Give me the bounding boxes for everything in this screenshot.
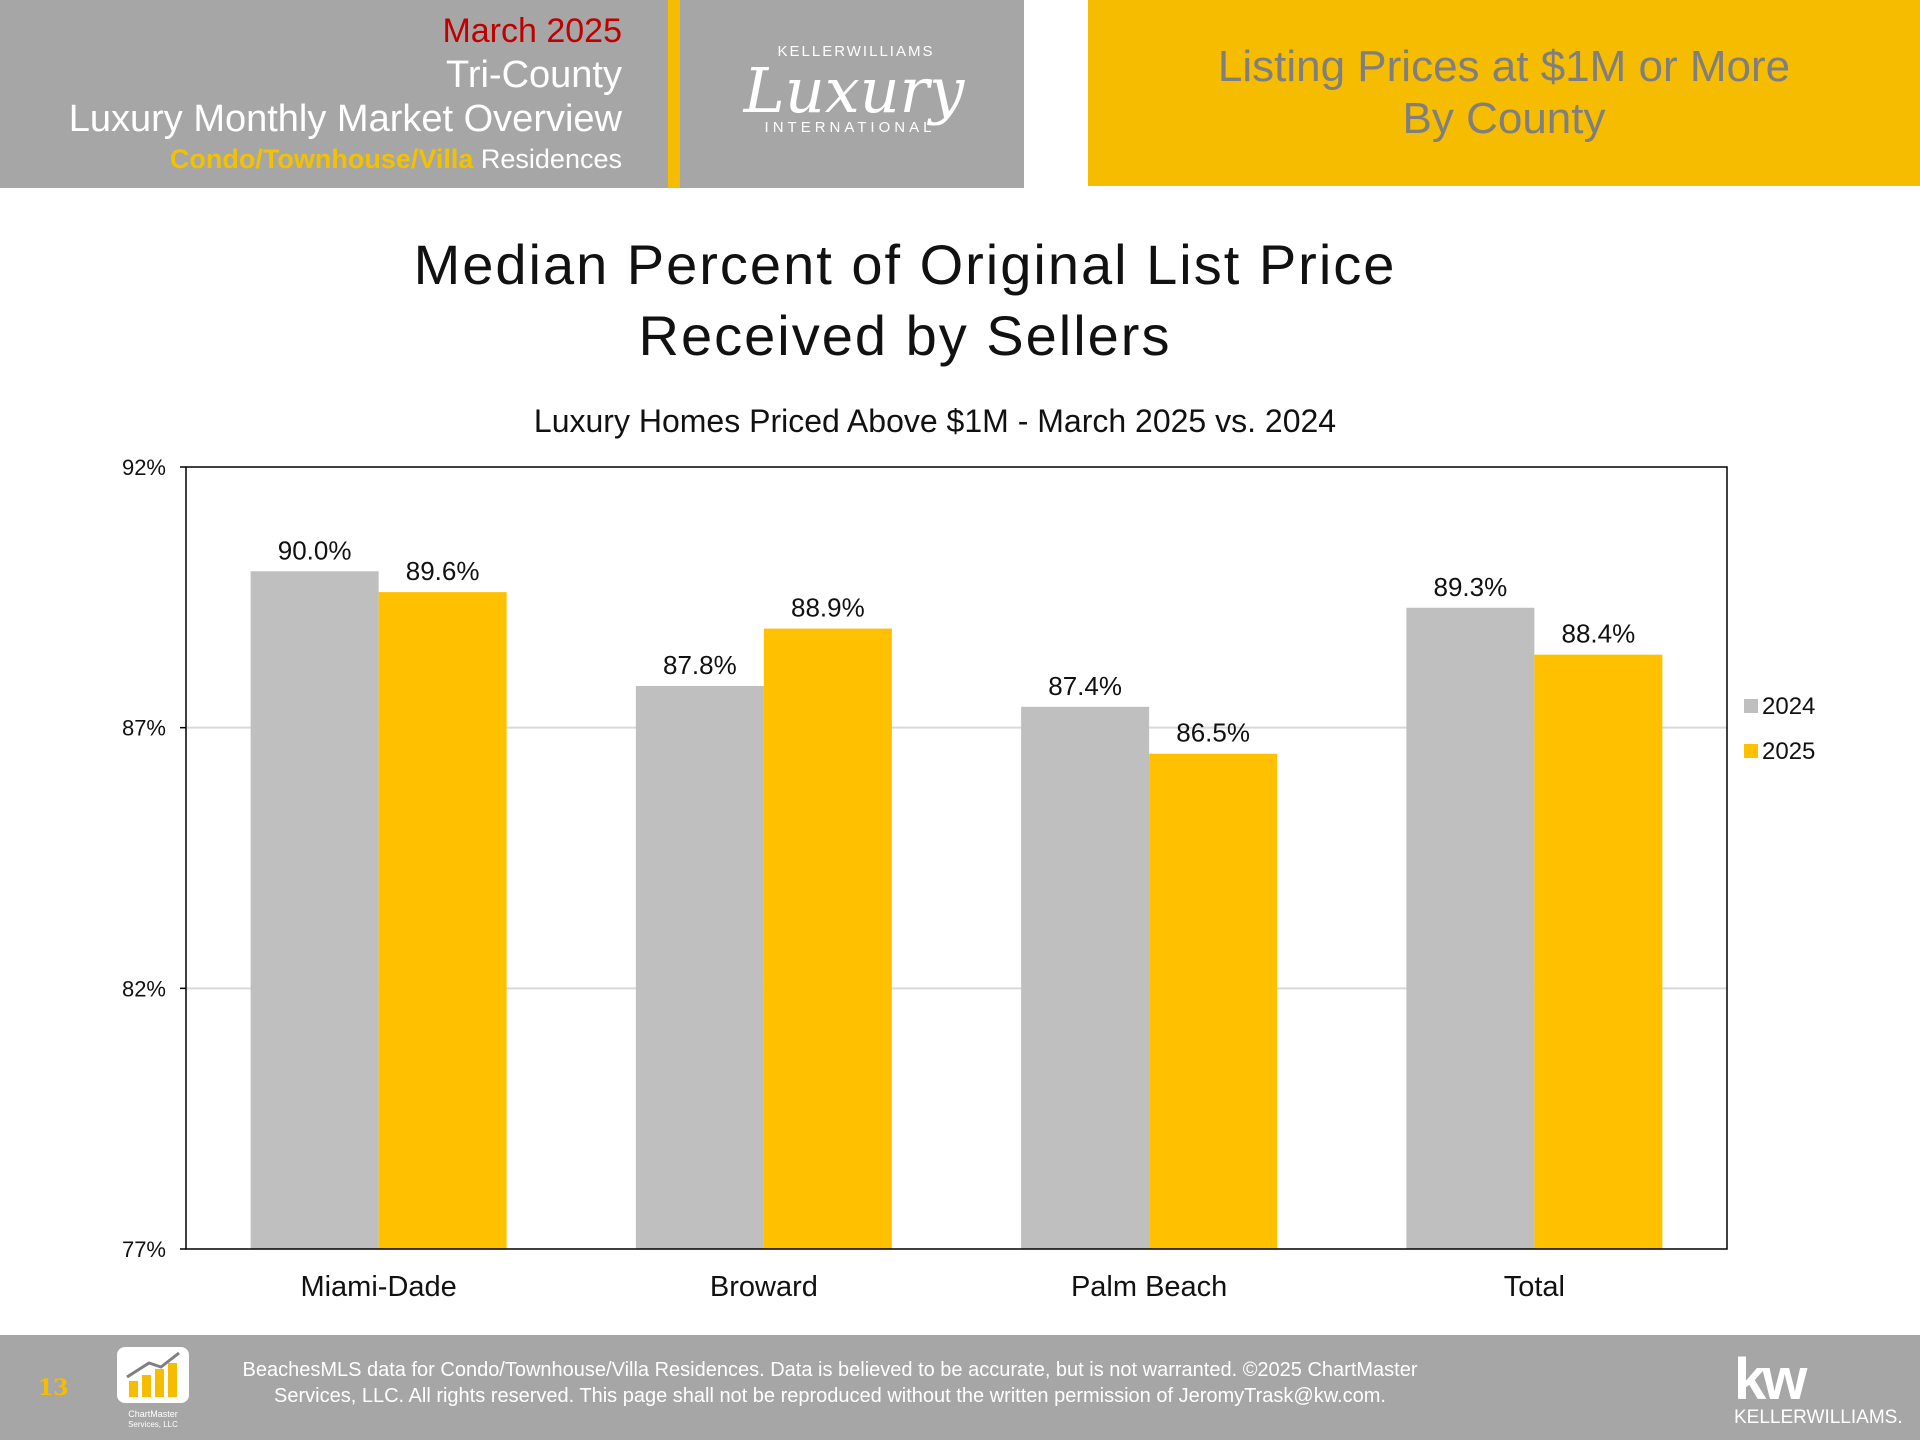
bar-2025-1 <box>763 628 892 1249</box>
report-region: Tri-County <box>446 54 622 96</box>
property-type-highlight: Condo/Townhouse/Villa <box>169 144 474 174</box>
chart-title-line2: Received by Sellers <box>638 304 1172 367</box>
svg-text:KELLERWILLIAMS: KELLERWILLIAMS <box>778 43 935 60</box>
x-category-label: Total <box>1504 1271 1565 1303</box>
data-label: 87.8% <box>663 650 737 680</box>
footer-disclaimer: BeachesMLS data for Condo/Townhouse/Vill… <box>230 1357 1430 1409</box>
legend-label: 2024 <box>1762 693 1815 720</box>
footer: 13 ChartMaster Services, LLC BeachesMLS … <box>0 1335 1920 1440</box>
svg-text:kw: kw <box>1734 1347 1808 1412</box>
x-category-label: Palm Beach <box>1071 1271 1227 1303</box>
svg-text:KELLERWILLIAMS.: KELLERWILLIAMS. <box>1734 1407 1902 1428</box>
footer-line2: Services, LLC. All rights reserved. This… <box>274 1385 1386 1407</box>
bar-2025-3 <box>1534 654 1663 1249</box>
x-category-label: Broward <box>710 1271 818 1303</box>
y-tick-label: 77% <box>122 1237 166 1262</box>
data-label: 86.5% <box>1176 718 1250 748</box>
bar-2025-0 <box>378 592 507 1249</box>
y-tick-label: 87% <box>122 716 166 741</box>
header-divider-stripe <box>668 0 680 188</box>
plot-frame <box>185 466 1728 1250</box>
kw-luxury-logo: KELLERWILLIAMS Luxury INTERNATIONAL <box>680 0 1024 188</box>
y-tick-label: 82% <box>122 976 166 1001</box>
property-type: Condo/Townhouse/Villa Residences <box>170 144 622 175</box>
data-label: 87.4% <box>1048 671 1122 701</box>
svg-text:INTERNATIONAL: INTERNATIONAL <box>765 119 936 136</box>
header-right-line1: Listing Prices at $1M or More <box>1217 42 1791 91</box>
bar-2024-0 <box>250 571 379 1249</box>
keller-williams-logo: kw KELLERWILLIAMS. <box>1732 1345 1903 1433</box>
svg-text:Services, LLC: Services, LLC <box>128 1420 178 1429</box>
header-left-panel: March 2025 Tri-County Luxury Monthly Mar… <box>0 0 668 188</box>
legend-label: 2025 <box>1762 738 1815 765</box>
x-category-label: Miami-Dade <box>300 1271 456 1303</box>
property-type-rest: Residences <box>473 144 622 174</box>
footer-line1: BeachesMLS data for Condo/Townhouse/Vill… <box>242 1359 1418 1381</box>
data-label: 88.9% <box>791 593 865 623</box>
chartmaster-logo: ChartMaster Services, LLC <box>113 1343 193 1433</box>
header-right-panel: Listing Prices at $1M or More By County <box>1088 0 1920 186</box>
svg-text:ChartMaster: ChartMaster <box>128 1409 178 1419</box>
data-label: 88.4% <box>1562 619 1636 649</box>
bar-2024-3 <box>1406 607 1535 1249</box>
bar-2024-1 <box>635 685 764 1249</box>
report-overview-title: Luxury Monthly Market Overview <box>68 98 622 140</box>
legend-swatch-2025 <box>1744 744 1758 758</box>
bar-chart: 77% 82% 87% 92% 90.0% 89.6% Miami-Dade 87.8% 88.… <box>122 455 1815 1303</box>
header-right-line2: By County <box>1402 94 1606 143</box>
report-month: March 2025 <box>442 12 622 50</box>
svg-text:Luxury: Luxury <box>743 54 966 127</box>
page-number: 13 <box>38 1375 69 1401</box>
y-tick-label: 92% <box>122 455 166 480</box>
bar-2025-2 <box>1149 753 1278 1249</box>
chart-title-line1: Median Percent of Original List Price <box>413 233 1397 296</box>
data-label: 90.0% <box>278 535 352 565</box>
legend-swatch-2024 <box>1744 699 1758 713</box>
chart-subtitle: Luxury Homes Priced Above $1M - March 20… <box>533 403 1337 439</box>
data-label: 89.3% <box>1434 572 1508 602</box>
bar-2024-2 <box>1021 706 1150 1249</box>
data-label: 89.6% <box>406 556 480 586</box>
